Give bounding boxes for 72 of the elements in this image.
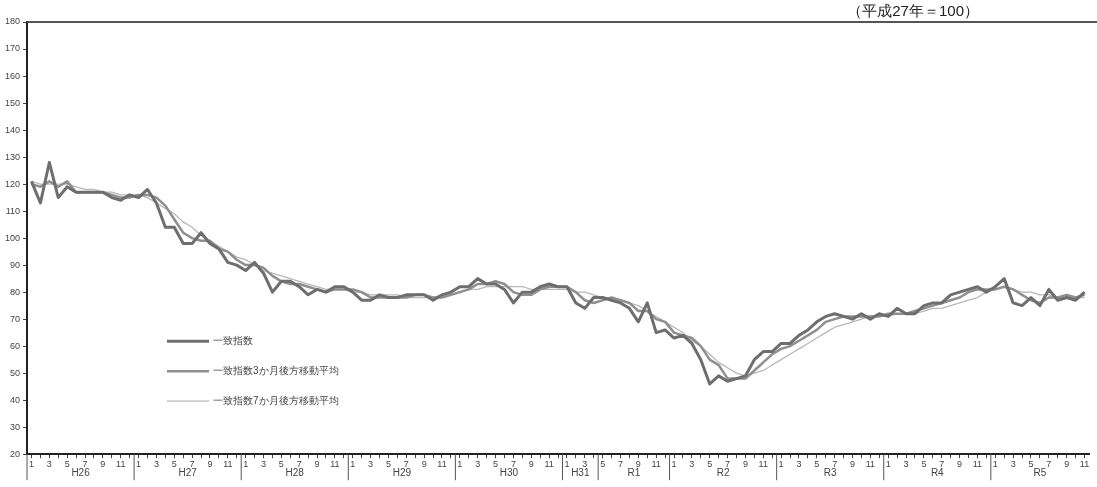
text: （平成27年＝100） <box>847 1 979 19</box>
x-tick-label: 9 <box>421 459 427 470</box>
x-tick-label: 9 <box>742 459 748 470</box>
x-tick-label: 5 <box>814 459 820 470</box>
legend-label: 一致指数 <box>213 334 254 346</box>
x-tick-label: 1 <box>136 459 142 470</box>
x-tick-label: 3 <box>689 459 695 470</box>
x-tick-label: 1 <box>778 459 784 470</box>
x-tick-label: 1 <box>243 459 249 470</box>
x-tick-label: 3 <box>153 459 159 470</box>
x-tick-label: 5 <box>171 459 177 470</box>
y-tick-label: 90 <box>10 259 21 270</box>
x-tick-label: 9 <box>207 459 213 470</box>
x-tick-label: 9 <box>1064 459 1070 470</box>
x-tick-label: 11 <box>544 459 554 470</box>
x-tick-label: 5 <box>385 459 391 470</box>
legend-label: 一致指数7か月後方移動平均 <box>213 394 339 406</box>
y-tick-label: 140 <box>4 124 21 135</box>
x-tick-label: 5 <box>278 459 284 470</box>
x-tick-label: 7 <box>617 459 623 470</box>
x-tick-label: 9 <box>528 459 534 470</box>
y-tick-label: 80 <box>10 286 21 297</box>
x-tick-label: 3 <box>46 459 52 470</box>
y-tick-label: 40 <box>10 394 21 405</box>
x-tick-label: 1 <box>564 459 570 470</box>
y-tick-label: 160 <box>4 70 21 81</box>
x-tick-label: 1 <box>885 459 891 470</box>
legend-label: 一致指数3か月後方移動平均 <box>213 364 339 376</box>
x-tick-label: 3 <box>475 459 481 470</box>
x-tick-label: 11 <box>865 459 876 470</box>
x-tick-label: 9 <box>100 459 106 470</box>
x-tick-label: 7 <box>1046 459 1052 470</box>
x-tick-label: 5 <box>921 459 927 470</box>
x-tick-label: 11 <box>1079 459 1090 470</box>
y-tick-label: 130 <box>4 151 21 162</box>
x-tick-label: 11 <box>116 459 126 470</box>
y-tick-label: 60 <box>10 340 21 351</box>
x-tick-label: 1 <box>992 459 998 470</box>
y-tick-label: 100 <box>4 232 21 243</box>
x-tick-label: 1 <box>457 459 463 470</box>
y-tick-label: 150 <box>4 97 21 108</box>
y-tick-label: 110 <box>5 205 21 216</box>
x-tick-label: 11 <box>330 459 340 470</box>
x-tick-label: 9 <box>314 459 320 470</box>
x-tick-label: 11 <box>223 459 233 470</box>
y-tick-label: 70 <box>10 313 21 324</box>
y-tick-label: 120 <box>4 178 21 189</box>
x-tick-label: 3 <box>1010 459 1016 470</box>
x-tick-label: 9 <box>957 459 963 470</box>
x-tick-label: 3 <box>796 459 802 470</box>
x-tick-label: 11 <box>437 459 447 470</box>
x-tick-label: 3 <box>368 459 374 470</box>
x-tick-label: 5 <box>707 459 713 470</box>
x-tick-label: 1 <box>350 459 356 470</box>
y-tick-label: 50 <box>10 367 21 378</box>
x-tick-label: 11 <box>758 459 768 470</box>
x-tick-label: 5 <box>600 459 606 470</box>
y-tick-label: 30 <box>10 421 21 432</box>
x-tick-label: 9 <box>850 459 856 470</box>
x-tick-label: 1 <box>28 459 34 470</box>
y-tick-label: 170 <box>4 43 21 54</box>
x-tick-label: 11 <box>972 459 983 470</box>
text: R5 <box>1033 466 1047 478</box>
x-tick-label: 5 <box>1028 459 1034 470</box>
x-tick-label: 5 <box>64 459 70 470</box>
x-tick-label: 11 <box>651 459 661 470</box>
x-tick-label: 3 <box>903 459 909 470</box>
y-tick-label: 180 <box>4 16 21 27</box>
x-tick-label: 5 <box>493 459 499 470</box>
y-tick-label: 20 <box>10 448 21 459</box>
x-tick-label: 1 <box>671 459 677 470</box>
x-tick-label: 3 <box>261 459 267 470</box>
